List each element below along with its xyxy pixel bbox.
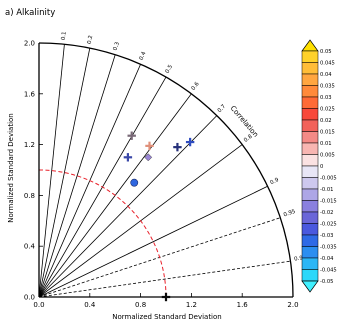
colorbar-segment [301,62,319,75]
colorbar-tick-label: 0.01 [320,141,332,147]
x-axis-label: Normalized Standard Deviation [112,313,221,321]
colorbar-segment [301,269,319,282]
y-tick-label: 0.8 [24,192,35,200]
plus-marker-v [176,142,179,152]
y-tick-label: 0.0 [24,294,35,302]
plus-marker-v [148,141,151,151]
colorbar-segment [301,108,319,121]
y-tick-labels: 0.0 0.4 0.8 1.2 1.6 2.0 [24,40,43,302]
correlation-tick-label: 0.5 [165,64,175,75]
y-tick-label: 0.4 [24,243,36,251]
correlation-tick-label: 0.95 [283,209,297,219]
diamond-marker [144,153,153,162]
colorbar-segment [301,246,319,259]
x-tick-label: 2.0 [287,301,298,309]
colorbar-tick-label: 0.045 [320,61,335,67]
colorbar-segment [301,188,319,201]
colorbar-tick-label: 0.04 [320,72,332,78]
colorbar-tick-label: 0.05 [320,49,332,55]
colorbar-segment [301,200,319,213]
y-tick-label: 1.2 [24,141,35,149]
colorbar-segment [301,96,319,109]
correlation-tick-label: 0.7 [217,103,228,114]
colorbar-segment [301,165,319,178]
colorbar-segment [301,73,319,86]
model-points [123,131,195,302]
y-tick-label: 2.0 [24,40,35,48]
colorbar-tick-label: -0.025 [320,222,337,228]
plus-marker-v [126,153,129,162]
colorbar-segment [301,177,319,190]
correlation-line [38,48,91,298]
correlation-tick-label: 0.99 [294,255,307,263]
colorbar-tick-label: -0.015 [320,199,337,205]
plus-marker-v [189,137,192,147]
correlation-tick-label: 0.6 [191,81,201,92]
colorbar-tick-label: 0.02 [320,118,332,124]
x-tick-label: 0.4 [84,301,96,309]
diagram-frame [38,42,294,298]
colorbar-tick-label: -0.045 [320,268,337,274]
colorbar-segment [301,223,319,236]
correlation-line [38,54,116,298]
colorbar-tick-label: 0.005 [320,153,335,159]
colorbar-segment [301,142,319,155]
colorbar-tick-label: -0.05 [320,279,333,285]
correlation-tick-label: 0.8 [243,133,254,143]
colorbar-top-triangle [301,39,319,52]
colorbar-tick-label: -0.02 [320,210,333,216]
colorbar-tick-label: 0 [320,164,323,170]
colorbar-tick-label: -0.03 [320,233,333,239]
x-tick-label: 0.0 [33,301,44,309]
plus-marker-v [164,292,168,302]
y-tick-label: 1.6 [24,90,36,98]
colorbar-tick-label: 0.025 [320,107,335,113]
correlation-tick-label: 0.2 [87,35,95,45]
plus-marker-v [130,131,133,140]
colorbar-segment [301,119,319,132]
colorbar-segment [301,234,319,247]
colorbar-segment [301,85,319,98]
colorbar-segment [301,154,319,167]
x-tick-label: 0.8 [135,301,146,309]
colorbar-tick-label: 0.03 [320,95,332,101]
correlation-tick-labels: 0.1 0.2 0.3 0.4 0.5 0.6 0.7 0.8 0.9 0.95 0.99 [61,31,308,262]
colorbar-tick-label: -0.035 [320,245,337,251]
y-axis-label: Normalized Standard Deviation [7,113,15,222]
colorbar-segment [301,50,319,63]
correlation-lines [38,44,291,298]
correlation-tick-label: 0.3 [113,41,121,52]
colorbar-tick-label: 0.035 [320,84,335,90]
colorbar-tick-label: -0.005 [320,176,337,182]
chart-title: a) Alkalinity [5,8,55,18]
circle-marker [130,178,139,187]
x-tick-label: 1.2 [186,301,197,309]
correlation-line [38,260,291,298]
colorbar-bottom-triangle [301,280,319,293]
colorbar-tick-label: -0.04 [320,256,334,262]
x-tick-labels: 0.0 0.4 0.8 1.2 1.6 2.0 [33,293,299,309]
x-tick-label: 1.6 [237,301,249,309]
correlation-line [38,44,65,298]
reference-std-arc [38,169,167,298]
reference-arc [38,169,167,298]
correlation-line [38,185,268,298]
colorbar-tick-label: -0.01 [320,187,333,193]
correlation-tick-label: 0.1 [61,31,68,40]
colorbar: 0.05 0.045 0.04 0.035 0.03 0.025 0.02 0.015 0.01… [301,39,337,293]
correlation-tick-label: 0.4 [139,50,148,61]
correlation-tick-label: 0.9 [269,177,280,186]
colorbar-segment [301,257,319,270]
colorbar-segment [301,131,319,144]
colorbar-tick-label: 0.015 [320,130,335,136]
outer-arc [38,42,294,298]
colorbar-segment [301,211,319,224]
